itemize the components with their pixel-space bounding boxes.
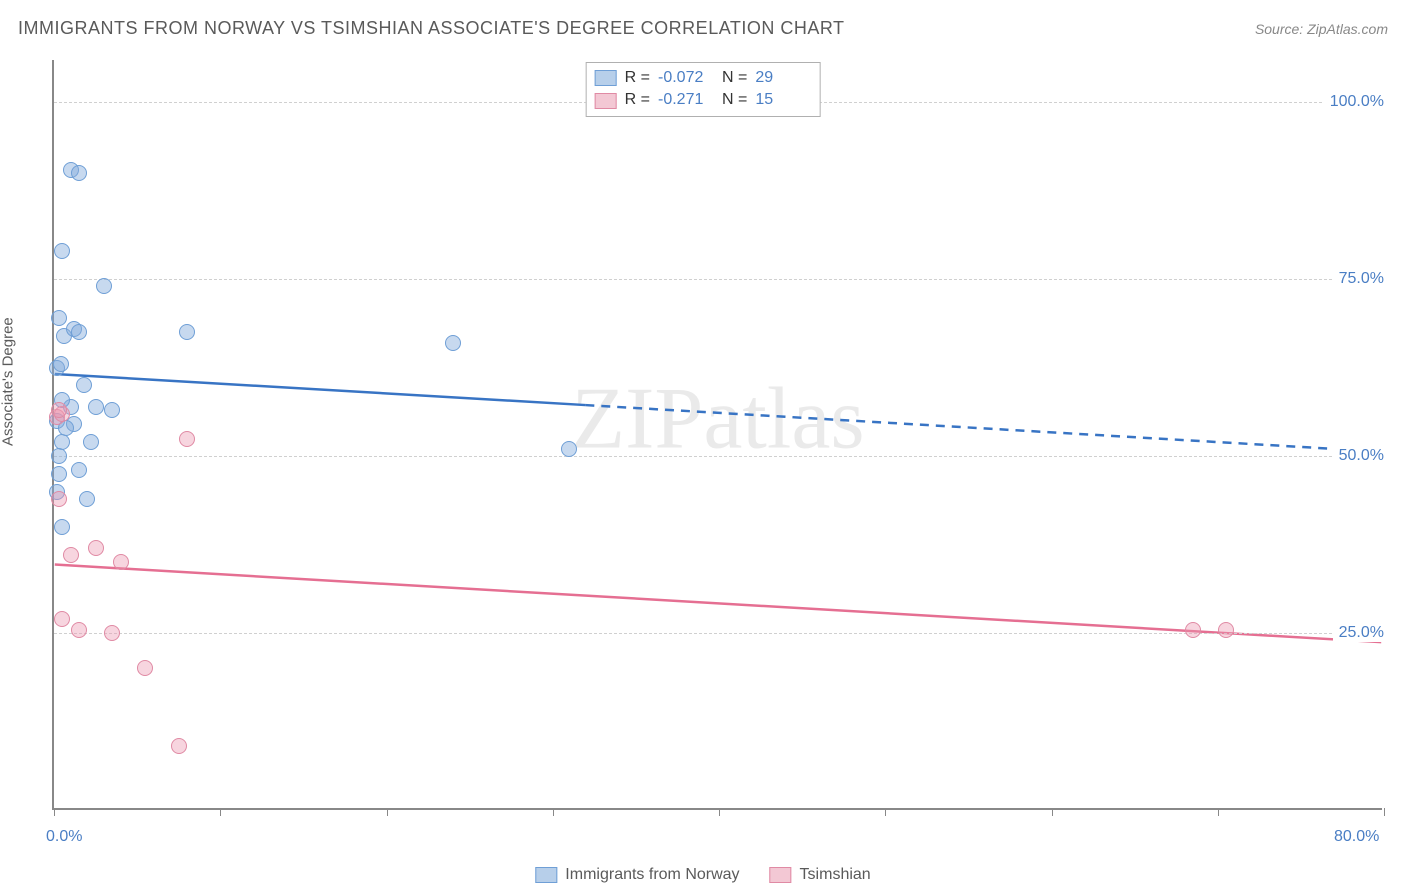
- x-tick: [1218, 808, 1219, 816]
- scatter-point: [171, 738, 187, 754]
- y-tick-label: 100.0%: [1324, 93, 1384, 111]
- scatter-point: [54, 611, 70, 627]
- x-tick: [1052, 808, 1053, 816]
- series-legend-label: Tsimshian: [800, 866, 871, 884]
- r-label: R =: [625, 67, 650, 89]
- legend-swatch: [535, 867, 557, 883]
- y-axis-title: Associate's Degree: [0, 317, 17, 446]
- n-label: N =: [722, 67, 747, 89]
- chart-title: IMMIGRANTS FROM NORWAY VS TSIMSHIAN ASSO…: [18, 18, 845, 39]
- correlation-legend: R = -0.072 N = 29 R = -0.271 N = 15: [586, 62, 821, 117]
- header-row: IMMIGRANTS FROM NORWAY VS TSIMSHIAN ASSO…: [18, 18, 1388, 39]
- scatter-point: [113, 554, 129, 570]
- scatter-point: [51, 310, 67, 326]
- legend-swatch: [595, 70, 617, 86]
- x-tick: [1384, 808, 1385, 816]
- y-tick-label: 50.0%: [1333, 447, 1384, 465]
- series-legend-label: Immigrants from Norway: [565, 866, 739, 884]
- scatter-point: [76, 377, 92, 393]
- scatter-point: [63, 547, 79, 563]
- r-value: -0.271: [658, 89, 714, 111]
- plot-area: ZIPatlas 25.0% 50.0% 75.0% 100.0%: [52, 60, 1382, 810]
- scatter-point: [53, 356, 69, 372]
- x-tick: [885, 808, 886, 816]
- scatter-point: [54, 243, 70, 259]
- scatter-point: [96, 278, 112, 294]
- x-tick: [220, 808, 221, 816]
- x-axis-max-label: 80.0%: [1334, 828, 1379, 846]
- scatter-point: [88, 399, 104, 415]
- scatter-point: [71, 324, 87, 340]
- scatter-point: [561, 441, 577, 457]
- y-tick-label: 75.0%: [1333, 270, 1384, 288]
- scatter-point: [83, 434, 99, 450]
- source-name: ZipAtlas.com: [1307, 21, 1388, 37]
- legend-swatch: [595, 93, 617, 109]
- scatter-point: [71, 622, 87, 638]
- scatter-point: [179, 431, 195, 447]
- scatter-point: [51, 448, 67, 464]
- watermark-text: ZIPatlas: [571, 369, 864, 470]
- scatter-point: [71, 462, 87, 478]
- scatter-point: [51, 466, 67, 482]
- y-tick-label: 25.0%: [1333, 624, 1384, 642]
- scatter-point: [71, 165, 87, 181]
- scatter-point: [445, 335, 461, 351]
- trend-line-extrapolated: [585, 405, 1381, 452]
- scatter-point: [88, 540, 104, 556]
- scatter-point: [104, 402, 120, 418]
- trend-line: [55, 374, 586, 405]
- x-tick: [719, 808, 720, 816]
- scatter-point: [104, 625, 120, 641]
- x-tick: [54, 808, 55, 816]
- correlation-legend-row: R = -0.271 N = 15: [595, 89, 812, 111]
- gridline-horizontal: [54, 279, 1382, 280]
- x-tick: [387, 808, 388, 816]
- x-tick: [553, 808, 554, 816]
- gridline-horizontal: [54, 456, 1382, 457]
- scatter-point: [1185, 622, 1201, 638]
- scatter-point: [51, 491, 67, 507]
- n-label: N =: [722, 89, 747, 111]
- r-label: R =: [625, 89, 650, 111]
- correlation-legend-row: R = -0.072 N = 29: [595, 67, 812, 89]
- trend-overlay: [54, 60, 1382, 808]
- n-value: 15: [755, 89, 811, 111]
- series-legend-item: Immigrants from Norway: [535, 866, 739, 884]
- trend-line: [55, 565, 1381, 643]
- gridline-horizontal: [54, 633, 1382, 634]
- scatter-point: [137, 660, 153, 676]
- r-value: -0.072: [658, 67, 714, 89]
- series-legend-item: Tsimshian: [770, 866, 871, 884]
- source-prefix: Source:: [1255, 21, 1307, 37]
- scatter-point: [51, 402, 67, 418]
- scatter-point: [1218, 622, 1234, 638]
- scatter-point: [179, 324, 195, 340]
- n-value: 29: [755, 67, 811, 89]
- scatter-point: [54, 519, 70, 535]
- legend-swatch: [770, 867, 792, 883]
- chart-container: IMMIGRANTS FROM NORWAY VS TSIMSHIAN ASSO…: [0, 0, 1406, 892]
- source-attribution: Source: ZipAtlas.com: [1255, 21, 1388, 37]
- x-axis-min-label: 0.0%: [46, 828, 82, 846]
- scatter-point: [79, 491, 95, 507]
- series-legend: Immigrants from Norway Tsimshian: [535, 866, 870, 884]
